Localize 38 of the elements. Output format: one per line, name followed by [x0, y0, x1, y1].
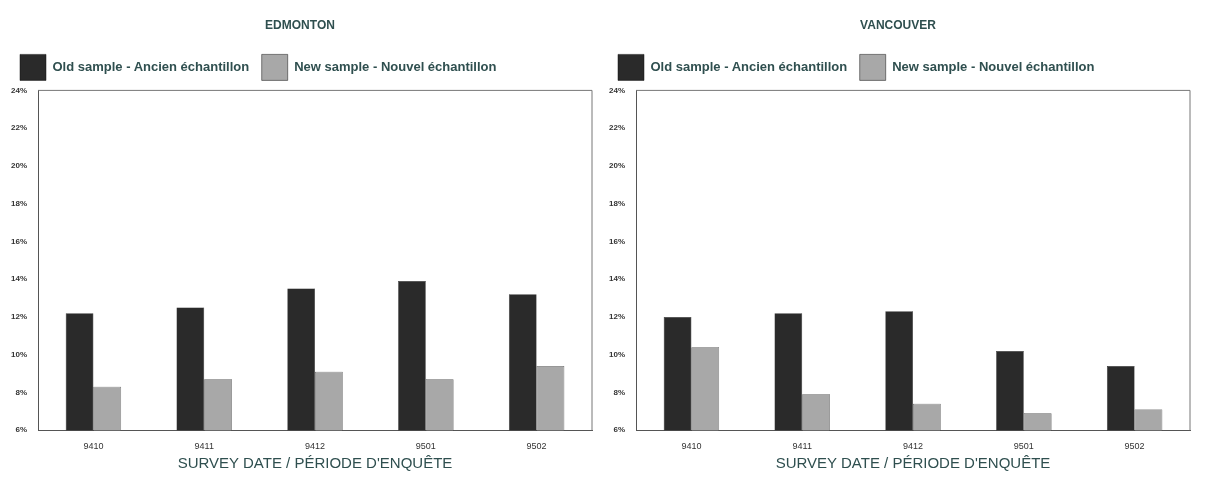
y-tick-label: 18%	[609, 198, 626, 208]
chart-title: VANCOUVER	[860, 17, 937, 32]
y-tick-label: 14%	[11, 274, 28, 284]
x-tick-label: 9410	[681, 441, 702, 452]
y-tick-label: 24%	[11, 85, 28, 95]
x-tick-label: 9412	[304, 441, 326, 452]
y-tick-label: 16%	[11, 236, 28, 246]
chart-title: EDMONTON	[265, 17, 335, 32]
x-tick-label: 9410	[83, 441, 104, 452]
x-axis-title: SURVEY DATE / PÉRIODE D'ENQUÊTE	[775, 454, 1051, 472]
x-tick-label: 9501	[1013, 441, 1034, 452]
y-tick-label: 6%	[613, 425, 626, 435]
y-tick-label: 20%	[11, 161, 28, 171]
legend-label: New sample - Nouvel échantillon	[892, 58, 1095, 74]
x-tick-label: 9411	[792, 441, 812, 452]
y-tick-label: 24%	[609, 85, 626, 95]
y-tick-label: 12%	[609, 312, 626, 322]
y-tick-label: 8%	[15, 387, 28, 397]
y-tick-label: 16%	[609, 236, 626, 246]
y-tick-label: 12%	[11, 312, 28, 322]
x-tick-label: 9502	[1124, 441, 1145, 452]
y-tick-label: 6%	[15, 425, 28, 435]
y-tick-label: 22%	[11, 123, 28, 133]
x-tick-label: 9502	[526, 441, 547, 452]
legend-label: New sample - Nouvel échantillon	[294, 58, 497, 74]
x-tick-label: 9411	[194, 441, 214, 452]
y-tick-label: 22%	[609, 123, 626, 133]
x-axis-title: SURVEY DATE / PÉRIODE D'ENQUÊTE	[177, 454, 453, 472]
y-tick-label: 8%	[613, 387, 626, 397]
legend-label: Old sample - Ancien échantillon	[52, 58, 250, 74]
x-tick-label: 9412	[902, 441, 924, 452]
x-tick-label: 9501	[415, 441, 436, 452]
y-tick-label: 10%	[11, 349, 28, 359]
y-tick-label: 18%	[11, 198, 28, 208]
y-tick-label: 14%	[609, 274, 626, 284]
y-tick-label: 10%	[609, 349, 626, 359]
legend-label: Old sample - Ancien échantillon	[650, 58, 848, 74]
y-tick-label: 20%	[609, 161, 626, 171]
